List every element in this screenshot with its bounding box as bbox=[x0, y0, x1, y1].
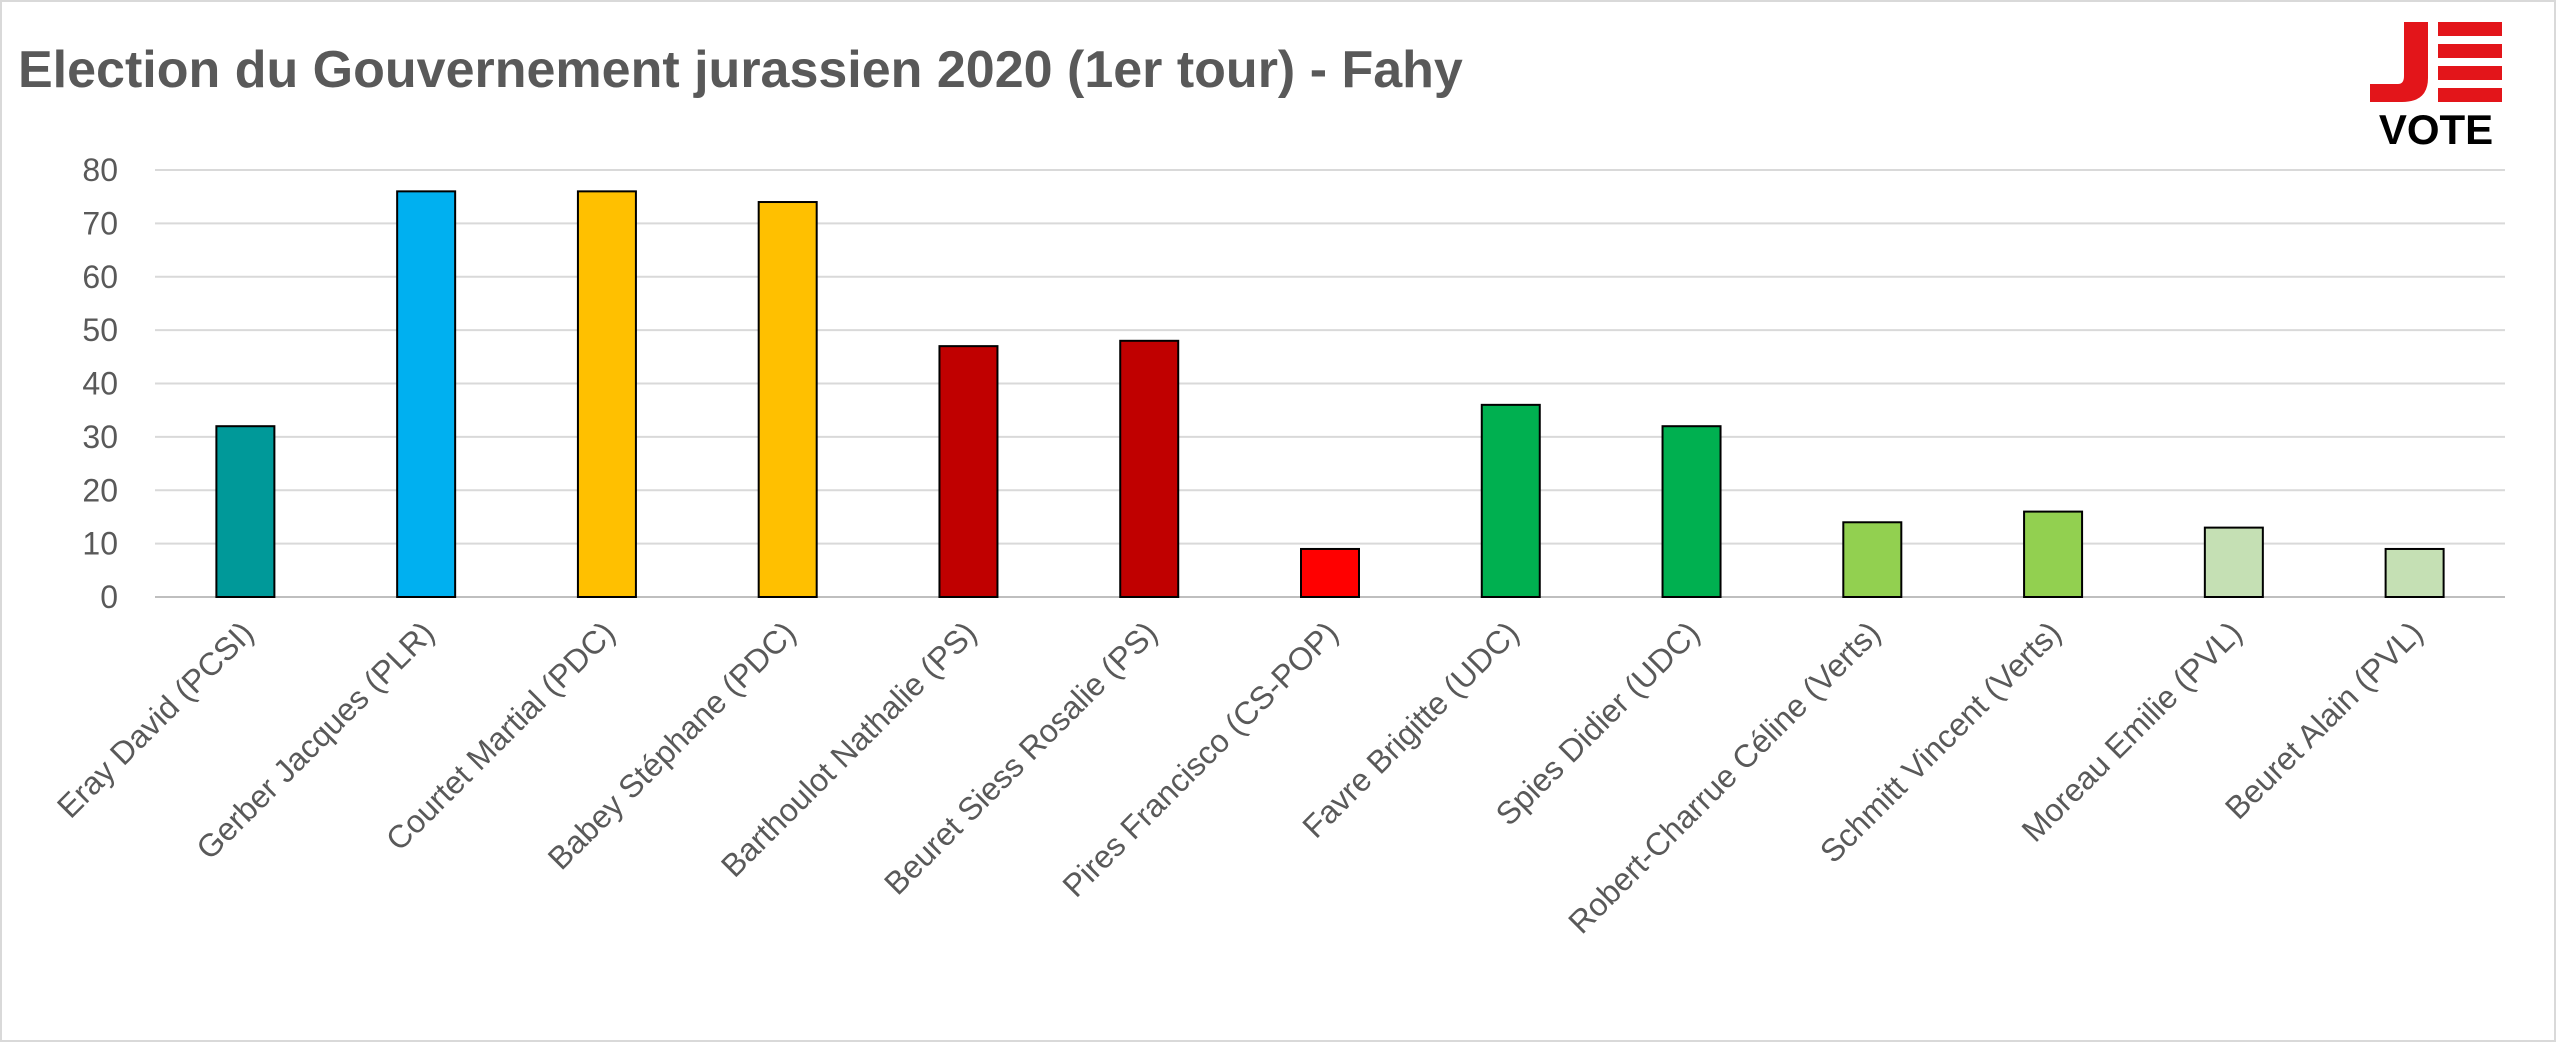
x-tick-label: Eray David (PCSI) bbox=[50, 614, 260, 824]
bar bbox=[1842, 521, 1903, 599]
logo-e-bar bbox=[2438, 66, 2502, 80]
y-tick-label: 80 bbox=[82, 152, 118, 188]
je-vote-logo: VOTE bbox=[2370, 22, 2502, 150]
y-tick-label: 20 bbox=[82, 472, 118, 508]
chart-title: Election du Gouvernement jurassien 2020 … bbox=[18, 41, 1463, 99]
bar bbox=[396, 190, 457, 598]
bar bbox=[2384, 547, 2445, 599]
x-axis-ticks: Eray David (PCSI)Gerber Jacques (PLR)Cou… bbox=[50, 614, 2430, 940]
bar bbox=[2203, 526, 2264, 598]
bar bbox=[576, 190, 637, 598]
bar bbox=[1300, 547, 1360, 599]
bar bbox=[938, 345, 999, 599]
logo-e-bar bbox=[2438, 44, 2502, 58]
y-axis-ticks: 0 10 20 30 40 50 60 70 80 bbox=[82, 152, 118, 615]
x-tick-label: Beuret Alain (PVL) bbox=[2218, 614, 2430, 826]
bars bbox=[215, 190, 2445, 599]
logo-text: VOTE bbox=[2379, 106, 2493, 150]
bar bbox=[1661, 425, 1722, 599]
y-tick-label: 40 bbox=[82, 366, 118, 402]
bar bbox=[2023, 510, 2084, 599]
y-tick-label: 0 bbox=[100, 579, 118, 615]
bar bbox=[1480, 403, 1541, 598]
logo-j-glyph bbox=[2370, 22, 2428, 102]
bar bbox=[1119, 339, 1180, 598]
y-tick-label: 70 bbox=[82, 205, 118, 241]
gridlines bbox=[155, 169, 2505, 598]
y-tick-label: 60 bbox=[82, 259, 118, 295]
logo-e-bar bbox=[2438, 88, 2502, 102]
x-tick-label: Robert-Charrue Céline (Verts) bbox=[1561, 614, 1887, 940]
x-tick-label: Spies Didier (UDC) bbox=[1489, 614, 1707, 832]
bar bbox=[757, 201, 818, 598]
y-tick-label: 50 bbox=[82, 312, 118, 348]
y-tick-label: 30 bbox=[82, 419, 118, 455]
logo-e-bar bbox=[2438, 22, 2502, 36]
y-tick-label: 10 bbox=[82, 526, 118, 562]
bar bbox=[215, 425, 276, 599]
